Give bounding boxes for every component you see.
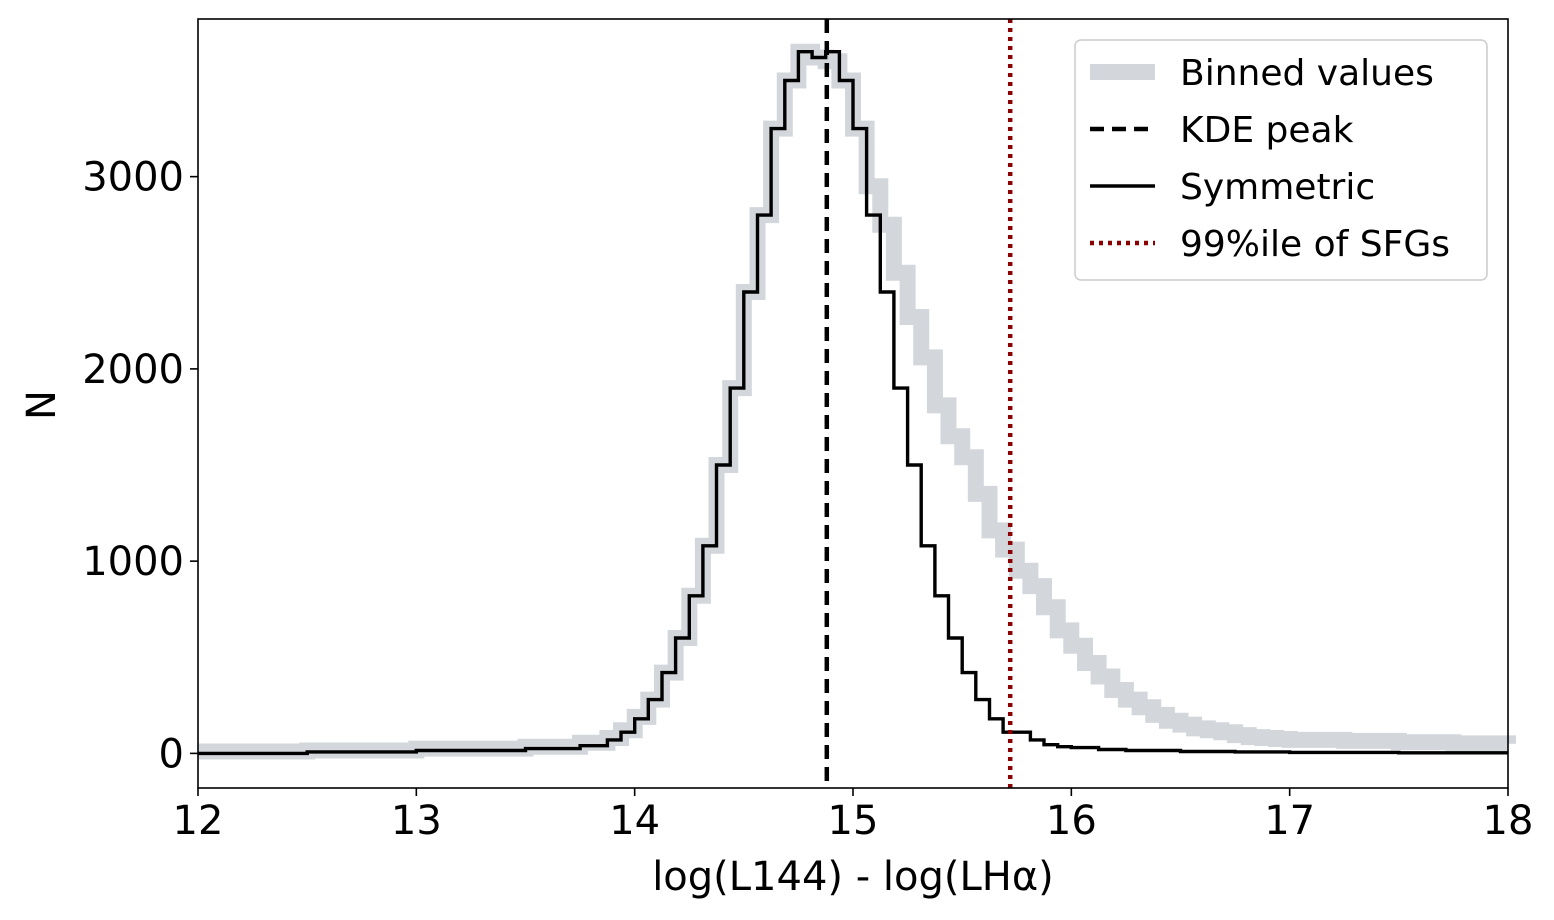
- series-symmetric: [198, 50, 1508, 756]
- x-axis-label: log(L144) - log(LHα): [652, 854, 1054, 900]
- y-tick-label: 3000: [82, 155, 184, 201]
- series-layer: [198, 43, 1516, 760]
- y-tick-label: 0: [159, 731, 184, 777]
- legend-label: KDE peak: [1180, 110, 1354, 151]
- x-tick-label: 13: [391, 798, 442, 844]
- y-axis-label: N: [19, 390, 65, 420]
- legend-label: 99%ile of SFGs: [1180, 224, 1450, 265]
- x-axis: 12 13 14 15 16 17 18: [173, 788, 1534, 844]
- y-axis: 0 1000 2000 3000: [82, 155, 198, 777]
- x-tick-label: 14: [609, 798, 660, 844]
- legend: Binned values KDE peak Symmetric 99%ile of …: [1074, 39, 1488, 281]
- x-tick-label: 12: [173, 798, 224, 844]
- x-tick-label: 18: [1483, 798, 1534, 844]
- x-tick-label: 16: [1046, 798, 1097, 844]
- legend-label: Symmetric: [1180, 167, 1375, 208]
- y-tick-label: 1000: [82, 539, 184, 585]
- vertical-lines-layer: [824, 19, 1013, 788]
- y-tick-label: 2000: [82, 347, 184, 393]
- legend-items: Binned values KDE peak Symmetric 99%ile of …: [1090, 53, 1450, 265]
- x-tick-label: 15: [828, 798, 879, 844]
- legend-frame: [1074, 39, 1488, 281]
- legend-label: Binned values: [1180, 53, 1434, 94]
- x-tick-label: 17: [1264, 798, 1315, 844]
